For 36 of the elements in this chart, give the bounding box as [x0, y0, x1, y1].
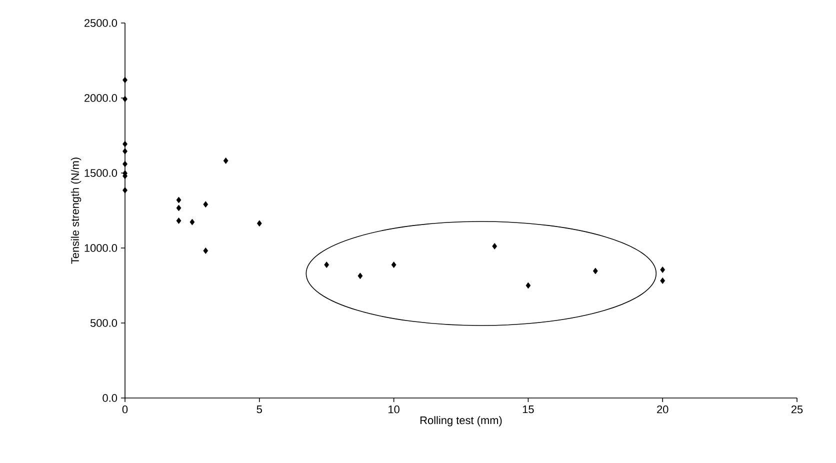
point — [122, 148, 128, 154]
x-tick-label: 5 — [256, 406, 262, 414]
point — [324, 262, 330, 268]
point — [176, 196, 182, 204]
y-tick-label: 1000.0 — [84, 244, 118, 252]
point — [176, 204, 182, 212]
y-tick-label: 500.0 — [90, 319, 118, 327]
point — [526, 282, 531, 289]
x-tick-label: 15 — [522, 406, 534, 414]
point — [122, 76, 128, 84]
x-tick-label: 25 — [791, 406, 803, 414]
point — [176, 218, 182, 224]
point — [492, 243, 498, 250]
x-tick-label: 10 — [388, 406, 400, 414]
point — [391, 262, 396, 268]
y-tick-label: 2500.0 — [84, 19, 118, 27]
y-axis-title: Tensile strength (N/m) — [70, 158, 82, 264]
x-axis-title: Rolling test (mm) — [420, 416, 502, 426]
x-tick-label: 20 — [657, 406, 668, 414]
x-tick-label: 0 — [122, 406, 128, 414]
y-tick-label: 1500.0 — [84, 169, 118, 177]
point — [223, 158, 228, 164]
point — [190, 218, 195, 226]
y-tick-label: 2000.0 — [84, 94, 118, 102]
point — [660, 278, 666, 284]
point — [592, 268, 598, 274]
point — [203, 248, 208, 254]
point — [203, 201, 208, 208]
point — [122, 187, 128, 194]
point — [122, 160, 128, 168]
point — [660, 266, 666, 273]
point — [122, 96, 128, 102]
point — [358, 272, 363, 280]
y-tick-label: 0.0 — [102, 394, 118, 402]
point — [256, 220, 262, 227]
point — [122, 140, 128, 148]
